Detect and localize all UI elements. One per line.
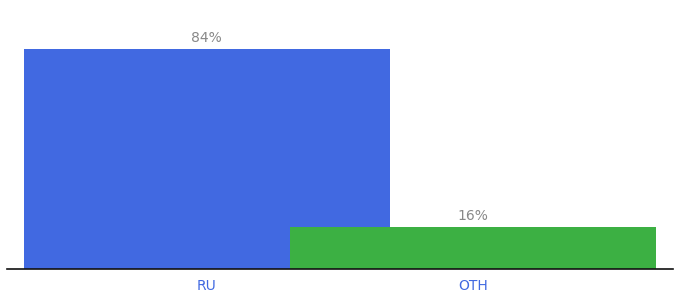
Text: 84%: 84% <box>191 31 222 45</box>
Bar <box>290 227 656 269</box>
Bar <box>24 49 390 269</box>
Text: 16%: 16% <box>458 209 489 224</box>
